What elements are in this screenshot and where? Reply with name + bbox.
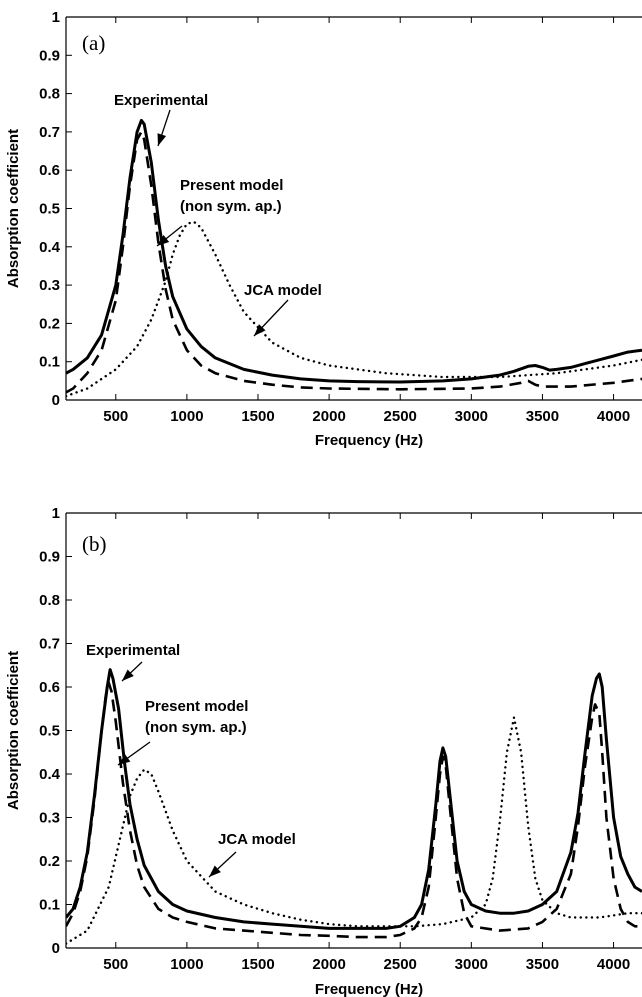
annotation-arrowhead	[118, 754, 131, 765]
y-tick-label: 0.1	[39, 354, 60, 371]
y-tick-label: 0.2	[39, 853, 60, 870]
annotation-label: JCA model	[244, 282, 322, 299]
present-model-curve	[66, 130, 642, 394]
y-tick-label: 0.7	[39, 124, 60, 141]
x-tick-label: 2500	[384, 956, 417, 973]
y-tick-label: 0.8	[39, 86, 60, 103]
y-tick-label: 1	[52, 9, 60, 26]
y-tick-label: 0.4	[39, 766, 61, 783]
annotation-label: Experimental	[114, 92, 208, 109]
y-tick-label: 0.9	[39, 549, 60, 566]
y-tick-label: 0.7	[39, 636, 60, 653]
panel-label: (b)	[82, 532, 107, 556]
x-tick-label: 1000	[170, 956, 203, 973]
y-tick-label: 0.6	[39, 679, 60, 696]
jca-model-curve	[66, 220, 642, 398]
annotation-label: Present model	[145, 698, 248, 715]
annotation-label: Experimental	[86, 642, 180, 659]
y-tick-label: 0	[52, 940, 60, 957]
x-axis-label: Frequency (Hz)	[315, 981, 423, 997]
x-axis-label: Frequency (Hz)	[315, 432, 423, 449]
y-tick-label: 0.3	[39, 810, 60, 827]
x-tick-label: 2000	[312, 956, 345, 973]
y-tick-label: 0.5	[39, 723, 60, 740]
y-tick-label: 0.2	[39, 315, 60, 332]
y-tick-label: 0	[52, 392, 60, 409]
x-tick-label: 1500	[241, 408, 274, 425]
experimental-curve	[66, 668, 642, 930]
x-tick-label: 3000	[455, 956, 488, 973]
x-tick-label: 4000	[597, 408, 630, 425]
x-tick-label: 1500	[241, 956, 274, 973]
annotation-label: JCA model	[218, 831, 296, 848]
annotation-arrowhead	[157, 133, 167, 146]
annotation-label: (non sym. ap.)	[180, 198, 282, 215]
x-tick-label: 3500	[526, 956, 559, 973]
y-tick-label: 0.5	[39, 201, 60, 218]
y-tick-label: 0.4	[39, 239, 61, 256]
y-tick-label: 0.6	[39, 162, 60, 179]
y-tick-label: 0.1	[39, 897, 60, 914]
annotation-label: Present model	[180, 177, 283, 194]
y-tick-label: 0.8	[39, 592, 60, 609]
y-tick-label: 0.3	[39, 277, 60, 294]
y-tick-label: 0.9	[39, 47, 60, 64]
x-tick-label: 3500	[526, 408, 559, 425]
x-tick-label: 2500	[384, 408, 417, 425]
y-tick-label: 1	[52, 505, 60, 522]
annotation-label: (non sym. ap.)	[145, 719, 247, 736]
annotation-arrowhead	[122, 669, 134, 681]
experimental-curve	[66, 118, 642, 384]
x-tick-label: 500	[103, 956, 128, 973]
x-tick-label: 1000	[170, 408, 203, 425]
y-axis-label: Absorption coefficient	[5, 129, 22, 288]
x-tick-label: 500	[103, 408, 128, 425]
y-axis-label: Absorption coefficient	[5, 651, 22, 810]
annotation-arrowhead	[254, 324, 266, 336]
panel-label: (a)	[82, 31, 105, 55]
jca-model-curve	[66, 716, 642, 945]
x-tick-label: 4000	[597, 956, 630, 973]
annotation-arrowhead	[209, 865, 221, 877]
x-tick-label: 3000	[455, 408, 488, 425]
annotation-arrowhead	[157, 234, 170, 246]
x-tick-label: 2000	[312, 408, 345, 425]
